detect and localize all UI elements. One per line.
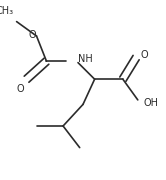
Text: O: O <box>29 30 36 40</box>
Text: O: O <box>140 50 148 60</box>
Text: NH: NH <box>78 54 93 64</box>
Text: OH: OH <box>144 98 159 109</box>
Text: O: O <box>16 84 24 94</box>
Text: CH₃: CH₃ <box>0 6 13 16</box>
